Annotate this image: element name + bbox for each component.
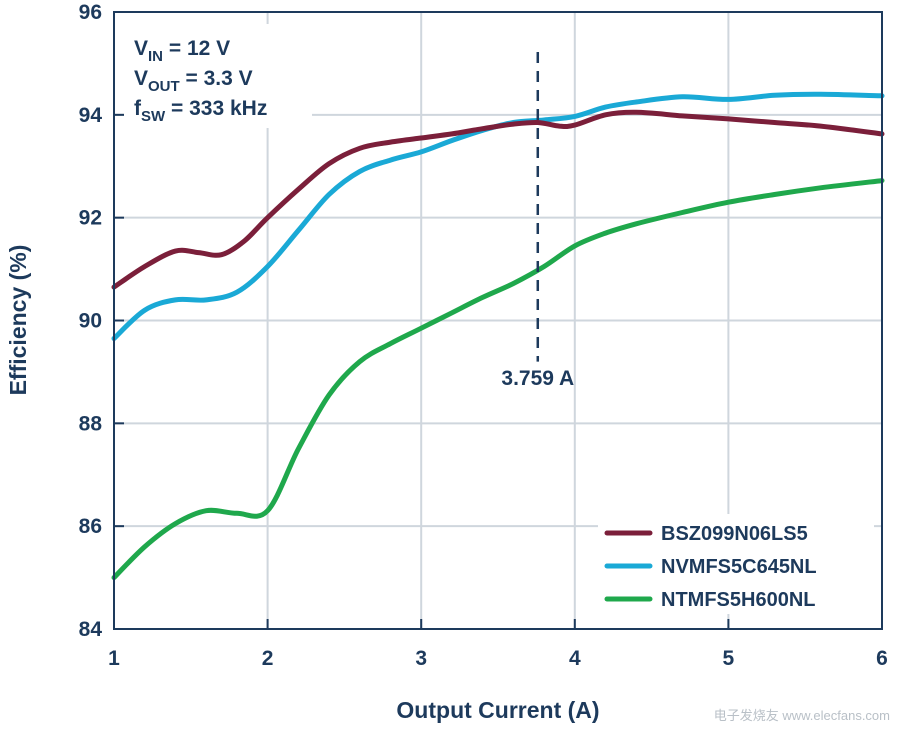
plot-border — [113, 11, 883, 630]
vout-condition: VOUT = 3.3 V — [134, 67, 253, 95]
y-tick-label-84: 84 — [79, 618, 103, 641]
data-series — [111, 91, 885, 581]
x-tick-label-3: 3 — [415, 647, 427, 670]
x-tick-label-5: 5 — [723, 647, 735, 670]
y-tick-label-94: 94 — [79, 104, 103, 127]
x-axis-title: Output Current (A) — [396, 697, 599, 723]
series-line-NVMFS5C645NL — [111, 91, 885, 341]
legend-label-NVMFS5C645NL: NVMFS5C645NL — [661, 556, 817, 578]
marker-label: 3.759 A — [501, 367, 574, 390]
y-tick-label-88: 88 — [79, 412, 103, 435]
conditions-annotation: VIN = 12 V VOUT = 3.3 V fSW = 333 kHz — [124, 24, 312, 128]
vin-condition: VIN = 12 V — [134, 37, 230, 65]
x-tick-label-4: 4 — [569, 647, 581, 670]
y-axis-title: Efficiency (%) — [5, 245, 31, 396]
x-tick-label-2: 2 — [262, 647, 274, 670]
fsw-condition: fSW = 333 kHz — [134, 97, 267, 125]
series-line-BSZ099N06LS5 — [111, 109, 885, 290]
series-line-NTMFS5H600NL — [111, 178, 885, 581]
watermark: 电子发烧友 www.elecfans.com — [714, 708, 890, 723]
y-tick-label-86: 86 — [79, 515, 102, 538]
y-tick-label-92: 92 — [79, 207, 102, 230]
y-tick-label-96: 96 — [79, 1, 102, 24]
legend-label-NTMFS5H600NL: NTMFS5H600NL — [661, 589, 815, 611]
x-tick-label-6: 6 — [876, 647, 888, 670]
y-tick-label-90: 90 — [79, 310, 102, 333]
x-tick-label-1: 1 — [108, 647, 120, 670]
legend: BSZ099N06LS5 NVMFS5C645NL NTMFS5H600NL — [598, 514, 874, 614]
legend-label-BSZ099N06LS5: BSZ099N06LS5 — [661, 523, 808, 545]
